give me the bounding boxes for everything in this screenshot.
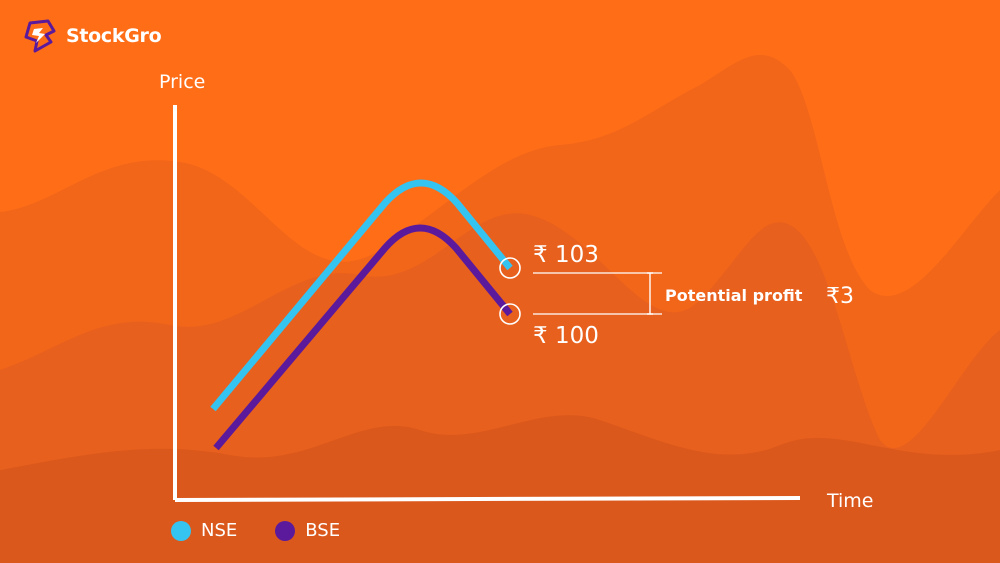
end-point-marker-nse: [499, 257, 521, 279]
profit-bracket: [647, 272, 653, 315]
x-axis-label: Time: [826, 490, 874, 512]
brand-name: StockGro: [66, 25, 162, 47]
legend-label-nse: NSE: [201, 520, 238, 541]
y-axis-label: Price: [159, 71, 205, 93]
legend-swatch-bse: [275, 520, 296, 541]
legend-item-bse: BSE: [275, 520, 340, 541]
background-wave-dark: [0, 415, 1000, 563]
potential-profit-label: Potential profit: [665, 286, 803, 305]
legend-swatch-nse: [171, 520, 191, 541]
chart-legend: NSE BSE: [171, 520, 340, 541]
end-label-bse: ₹ 100: [533, 323, 599, 349]
series-line-bse: [213, 224, 513, 451]
series-line-nse: [210, 179, 513, 412]
legend-item-nse: NSE: [171, 520, 237, 541]
stockgro-logo-icon: [24, 19, 56, 53]
potential-profit-value: ₹3: [826, 284, 854, 309]
legend-label-bse: BSE: [305, 520, 341, 541]
end-label-nse: ₹ 103: [533, 242, 599, 268]
end-point-marker-bse: [499, 303, 521, 325]
x-axis: [174, 496, 801, 502]
brand: StockGro: [20, 18, 162, 54]
